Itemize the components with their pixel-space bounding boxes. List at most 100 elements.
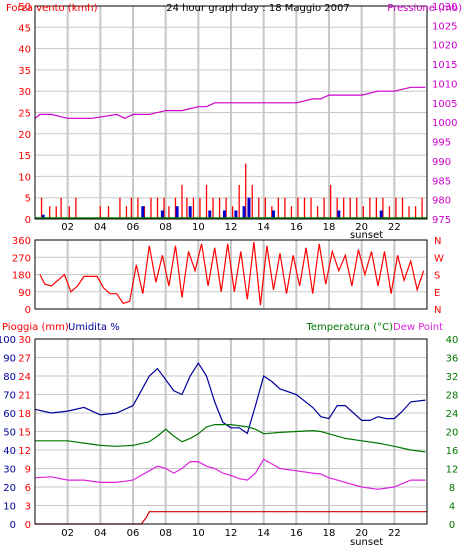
dewpoint-axis-title: Dew Point bbox=[393, 322, 443, 333]
gust-bar bbox=[379, 210, 383, 219]
direction-axis-tick: 0 bbox=[25, 305, 31, 316]
x-tick-label: 08 bbox=[159, 222, 172, 233]
temperature-axis-tick: 24 bbox=[446, 409, 459, 420]
gust-bar bbox=[41, 214, 45, 219]
humidity-axis-tick: 90 bbox=[3, 354, 16, 365]
humidity-axis-title: Umidita % bbox=[68, 322, 120, 333]
temperature-axis-tick: 0 bbox=[449, 520, 455, 531]
rain-axis-tick: 27 bbox=[18, 354, 31, 365]
x-tick-label: 18 bbox=[323, 528, 336, 539]
rain-axis-tick: 21 bbox=[18, 391, 31, 402]
humidity-axis-tick: 80 bbox=[3, 372, 16, 383]
pressure-axis-tick: 1015 bbox=[432, 60, 457, 71]
gust-bar bbox=[337, 210, 341, 219]
gust-bar bbox=[160, 210, 164, 219]
x-tick-label: 10 bbox=[192, 528, 205, 539]
humidity-line bbox=[34, 361, 426, 435]
x-tick-label: 04 bbox=[94, 528, 107, 539]
pressure-axis-tick: 985 bbox=[432, 176, 451, 187]
temperature-line bbox=[35, 424, 426, 453]
gust-bar bbox=[242, 206, 246, 219]
x-tick-label: 08 bbox=[159, 528, 172, 539]
temperature-axis-tick: 28 bbox=[446, 391, 459, 402]
pressure-axis-tick: 980 bbox=[432, 196, 451, 207]
compass-axis-tick: E bbox=[434, 288, 440, 299]
compass-axis-tick: S bbox=[434, 271, 440, 282]
humidity-axis-tick: 10 bbox=[3, 502, 16, 513]
rain-axis-tick: 9 bbox=[25, 465, 31, 476]
temperature-axis-tick: 8 bbox=[449, 483, 455, 494]
humidity-axis-tick: 70 bbox=[3, 391, 16, 402]
temperature-axis-tick: 12 bbox=[446, 465, 459, 476]
humidity-axis-tick: 40 bbox=[3, 446, 16, 457]
x-tick-label: 02 bbox=[61, 528, 74, 539]
temperature-axis-tick: 40 bbox=[446, 335, 459, 346]
dewpoint-line bbox=[34, 458, 426, 490]
pressure-axis-tick: 995 bbox=[432, 138, 451, 149]
humidity-axis-tick: 50 bbox=[3, 428, 16, 439]
compass-axis-tick: N bbox=[434, 236, 441, 247]
x-tick-label: 06 bbox=[127, 528, 140, 539]
direction-axis-tick: 360 bbox=[12, 236, 31, 247]
rain-axis-tick: 3 bbox=[25, 502, 31, 513]
humidity-axis-tick: 30 bbox=[3, 465, 16, 476]
rain-axis-tick: 6 bbox=[25, 483, 31, 494]
wind-axis-tick: 10 bbox=[18, 172, 31, 183]
humidity-axis-tick: 60 bbox=[3, 409, 16, 420]
x-tick-label: 14 bbox=[257, 528, 270, 539]
gust-bar bbox=[222, 210, 226, 219]
temperature-axis-tick: 32 bbox=[446, 372, 459, 383]
temperature-axis-tick: 4 bbox=[449, 502, 455, 513]
wind-axis-tick: 50 bbox=[18, 2, 31, 13]
sunset-label: sunset bbox=[350, 537, 383, 548]
gust-bar bbox=[141, 206, 145, 219]
temperature-axis-tick: 36 bbox=[446, 354, 459, 365]
gust-bar bbox=[208, 210, 212, 219]
wind-axis-tick: 25 bbox=[18, 109, 31, 120]
humidity-axis-tick: 20 bbox=[3, 483, 16, 494]
wind-axis-tick: 35 bbox=[18, 66, 31, 77]
wind-axis-tick: 45 bbox=[18, 23, 31, 34]
gust-bar bbox=[188, 206, 192, 219]
wind-axis-tick: 15 bbox=[18, 151, 31, 162]
x-tick-label: 06 bbox=[127, 222, 140, 233]
gust-bar bbox=[271, 210, 275, 219]
x-tick-label: 22 bbox=[388, 528, 401, 539]
pressure-axis-tick: 1030 bbox=[432, 2, 457, 13]
wind-axis-tick: 0 bbox=[25, 215, 31, 226]
gust-bar bbox=[247, 197, 251, 219]
wind-direction-plot-frame bbox=[34, 239, 428, 310]
temperature-axis-tick: 20 bbox=[446, 428, 459, 439]
x-tick-label: 10 bbox=[192, 222, 205, 233]
pressure-axis-title: Pressione (mb) bbox=[387, 3, 462, 14]
x-tick-label: 12 bbox=[225, 528, 238, 539]
sunset-label: sunset bbox=[350, 230, 383, 241]
x-tick-label: 14 bbox=[257, 222, 270, 233]
pressure-line bbox=[34, 86, 426, 119]
pressure-axis-tick: 1000 bbox=[432, 118, 457, 129]
pressure-axis-tick: 990 bbox=[432, 157, 451, 168]
compass-axis-tick: W bbox=[434, 253, 444, 264]
rain-humidity-temp-plot-frame bbox=[34, 338, 428, 525]
direction-axis-tick: 180 bbox=[12, 271, 31, 282]
temperature-axis-tick: 16 bbox=[446, 446, 459, 457]
rain-axis-tick: 18 bbox=[18, 409, 31, 420]
wind-pressure-plot-frame bbox=[34, 5, 428, 220]
pressure-axis-tick: 975 bbox=[432, 215, 451, 226]
temperature-axis-title: Temperatura (°C) bbox=[305, 322, 393, 333]
pressure-axis-tick: 1025 bbox=[432, 21, 457, 32]
gust-bar bbox=[234, 210, 238, 219]
rain-axis-title: Pioggia (mm) bbox=[2, 322, 69, 333]
wind-direction-line bbox=[39, 241, 425, 306]
compass-axis-tick: N bbox=[434, 305, 441, 316]
humidity-axis-tick: 0 bbox=[10, 520, 16, 531]
x-tick-label: 04 bbox=[94, 222, 107, 233]
chart-title: 24 hour graph day : 18 Maggio 2007 bbox=[166, 3, 349, 14]
gust-bar bbox=[175, 206, 179, 219]
wind-axis-title: Forza vento (kmh) bbox=[6, 3, 98, 14]
direction-axis-tick: 270 bbox=[12, 253, 31, 264]
x-tick-label: 02 bbox=[61, 222, 74, 233]
wind-axis-tick: 30 bbox=[18, 87, 31, 98]
rain-axis-tick: 0 bbox=[25, 520, 31, 531]
